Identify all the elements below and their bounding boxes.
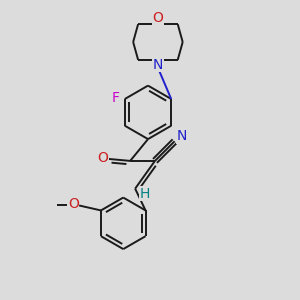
Text: N: N [153,58,163,72]
Text: H: H [140,187,150,201]
Text: O: O [97,151,108,165]
Text: O: O [68,197,79,212]
Text: O: O [152,11,164,25]
Text: F: F [112,91,120,105]
Text: N: N [176,129,187,143]
